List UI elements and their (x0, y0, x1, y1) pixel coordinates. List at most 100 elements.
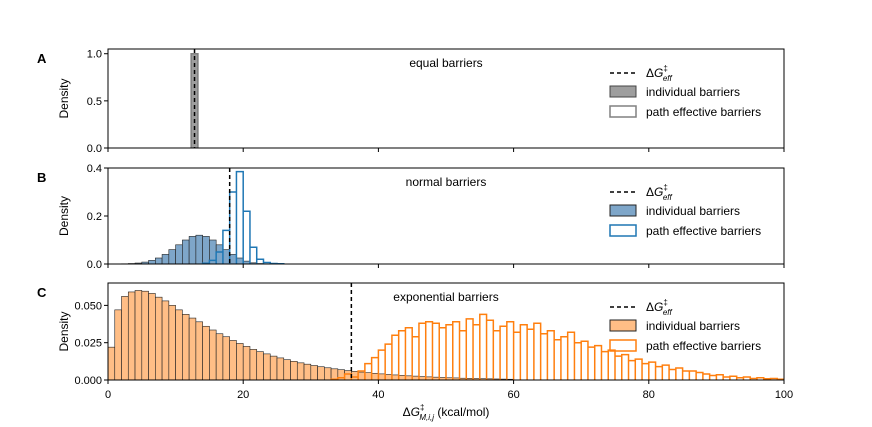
individual-bar (391, 374, 399, 380)
panel-b: 0.0 0.2 0.4 Density B normal barriers ΔG‡ eff in… (37, 163, 785, 271)
individual-bar (249, 349, 258, 380)
individual-bar (195, 234, 203, 264)
individual-bar (168, 305, 176, 380)
x-axis-label: ΔG‡ M,i,j (kcal/mol) (403, 403, 490, 422)
individual-bar (175, 244, 183, 264)
y-tick-label: 0.4 (87, 163, 102, 175)
y-axis-label: Density (57, 78, 71, 118)
y-tick-label: 1.0 (87, 49, 102, 61)
panel-a: 0.0 0.5 1.0 Density A equal barriers ΔG‡ eff ind… (37, 48, 785, 155)
individual-bar (182, 314, 190, 380)
individual-bar (114, 309, 122, 380)
legend-individual-label: individual barriers (646, 319, 740, 333)
individual-bar (276, 357, 285, 380)
individual-bar (229, 340, 237, 380)
x-tick-label: 40 (372, 389, 384, 401)
individual-bar (330, 368, 339, 380)
x-tick-label: 100 (775, 389, 793, 401)
legend-effective-swatch (609, 224, 637, 237)
individual-bar (236, 257, 244, 264)
individual-bar (269, 355, 278, 380)
legend-sub: eff (663, 308, 673, 317)
individual-bar (141, 290, 149, 380)
individual-bar (283, 359, 291, 380)
panel-c: 0.000 0.025 0.050 0 20 40 60 80 100 Density C expon… (37, 282, 793, 401)
x-tick-label: 60 (507, 389, 519, 401)
legend-individual-swatch (609, 85, 637, 98)
legend: ΔG‡ eff individual barriers path effective … (609, 183, 761, 238)
legend-sub: eff (663, 193, 673, 202)
individual-bar (411, 375, 420, 380)
individual-bar (229, 254, 237, 264)
individual-bar (324, 367, 332, 380)
plot-area (121, 168, 285, 264)
y-axis-label: Density (57, 311, 71, 351)
legend: ΔG‡ eff individual barriers path effective … (609, 64, 761, 119)
individual-bar (215, 333, 224, 380)
legend-effective-label: path effective barriers (646, 105, 761, 119)
individual-bar (222, 249, 230, 264)
individual-bar (127, 291, 136, 380)
plot-area (108, 283, 784, 380)
individual-bar (296, 362, 305, 380)
individual-bar (222, 336, 230, 380)
individual-bar (236, 343, 244, 380)
y-tick-label: 0.025 (74, 338, 102, 350)
legend-individual-label: individual barriers (646, 204, 740, 218)
y-tick-label: 0.5 (87, 96, 102, 108)
panel-title: equal barriers (409, 56, 482, 70)
y-tick-label: 0.0 (87, 259, 102, 271)
individual-bar (168, 249, 176, 264)
individual-bar (371, 372, 379, 380)
axes-frame (107, 48, 785, 149)
individual-bar (378, 373, 386, 380)
individual-bar (384, 374, 393, 380)
legend-sup: ‡ (663, 64, 667, 73)
individual-bar (202, 325, 210, 380)
x-tick-label: 80 (643, 389, 655, 401)
individual-bar (161, 254, 170, 264)
panel-label: A (37, 51, 47, 66)
individual-bar (121, 296, 129, 380)
individual-bar (242, 346, 251, 380)
legend-individual-swatch (609, 204, 637, 217)
legend-effective-label: path effective barriers (646, 339, 761, 353)
legend-g: G (654, 185, 663, 199)
effective-histogram (190, 52, 199, 148)
individual-bar (256, 351, 264, 380)
individual-bar (188, 317, 197, 380)
individual-bar (418, 376, 427, 380)
y-tick-label: 0.000 (74, 375, 102, 387)
legend-sup: ‡ (663, 298, 667, 307)
legend-effective-label: path effective barriers (646, 224, 761, 238)
legend-dashed-label: ΔG‡ eff (646, 298, 672, 317)
legend-effective-swatch (609, 339, 637, 352)
individual-bar (175, 309, 183, 380)
panel-label: C (37, 285, 47, 300)
x-tick-label: 0 (105, 389, 111, 401)
legend-delta: Δ (646, 185, 654, 199)
legend-individual-swatch (609, 319, 637, 332)
legend-effective-swatch (609, 105, 637, 118)
legend-sup: ‡ (663, 183, 667, 192)
individual-bar (161, 300, 170, 380)
legend-dashed-label: ΔG‡ eff (646, 183, 672, 202)
individual-bar (364, 372, 372, 380)
legend-delta: Δ (646, 66, 654, 80)
x-tick-label: 20 (237, 389, 249, 401)
y-tick-label: 0.0 (87, 143, 102, 155)
legend-individual-label: individual barriers (646, 85, 740, 99)
legend: ΔG‡ eff individual barriers path effective … (609, 298, 761, 353)
individual-bar (310, 365, 318, 380)
panel-label: B (37, 170, 46, 185)
x-axis-label-unit: (kcal/mol) (434, 405, 489, 419)
individual-bar (303, 363, 312, 380)
individual-bar (209, 329, 217, 380)
x-axis-label-sub: M,i,j (419, 413, 434, 422)
individual-bar (195, 321, 203, 380)
individual-bar (155, 257, 163, 264)
y-tick-label: 0.050 (74, 300, 102, 312)
individual-bar (215, 244, 224, 264)
individual-bar (155, 296, 163, 380)
